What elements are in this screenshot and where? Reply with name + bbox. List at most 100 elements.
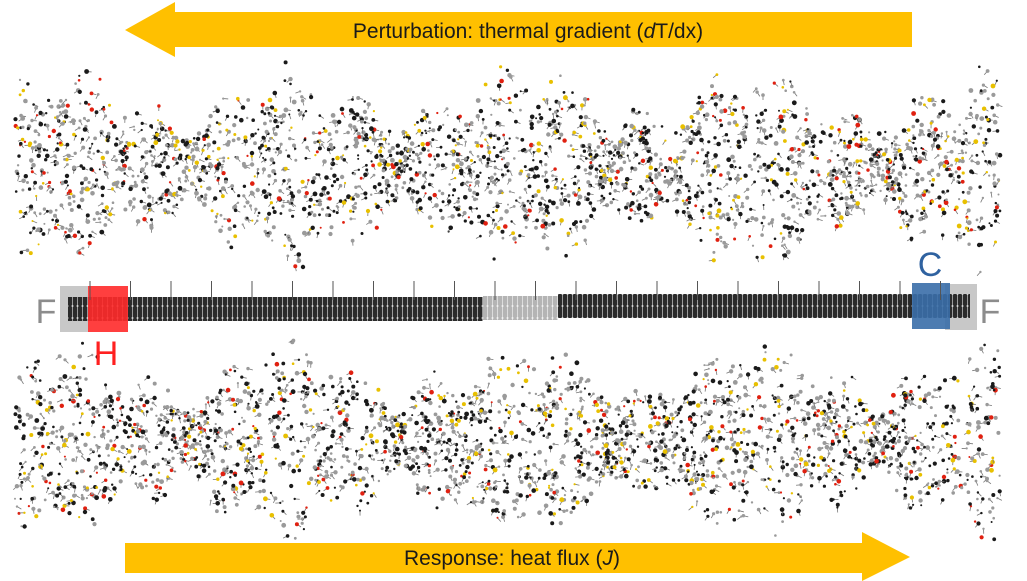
atom — [845, 211, 850, 216]
atom — [127, 166, 132, 171]
atom — [206, 186, 210, 191]
atom — [696, 130, 701, 135]
atom — [169, 130, 174, 135]
atom — [581, 224, 587, 230]
atom — [688, 222, 692, 226]
atom — [54, 218, 60, 223]
atom — [641, 131, 645, 135]
atom — [777, 124, 782, 129]
atom — [144, 175, 149, 180]
atom — [849, 186, 853, 190]
atom — [559, 218, 564, 223]
atom — [805, 107, 808, 110]
atom — [394, 183, 399, 188]
atom — [543, 203, 546, 206]
atom — [168, 181, 172, 184]
atom — [782, 360, 786, 365]
atom — [495, 154, 500, 159]
atom — [454, 128, 458, 132]
atom — [409, 141, 415, 146]
atom — [490, 113, 493, 116]
atom — [95, 178, 99, 182]
atom — [438, 189, 441, 193]
atom — [781, 403, 784, 406]
atom — [717, 430, 721, 434]
atom — [368, 454, 372, 458]
atom — [830, 186, 835, 191]
atom — [773, 141, 779, 146]
atom — [42, 207, 47, 211]
atom — [916, 445, 920, 450]
atom — [233, 208, 238, 213]
atom — [26, 366, 29, 369]
atom — [960, 159, 965, 164]
atom — [315, 173, 319, 176]
atom — [855, 122, 861, 128]
atom — [196, 131, 202, 136]
atom — [781, 213, 786, 218]
atom — [122, 133, 125, 136]
atom — [778, 114, 784, 120]
atom — [704, 112, 710, 117]
atom — [499, 78, 504, 84]
atom — [232, 224, 237, 228]
atom — [62, 374, 68, 379]
atom — [920, 504, 923, 507]
atom — [919, 431, 922, 434]
atom — [279, 142, 283, 146]
atom — [206, 128, 210, 132]
atom — [817, 193, 820, 196]
atom — [471, 496, 474, 500]
atom — [372, 173, 376, 177]
atom — [226, 240, 230, 244]
atom — [855, 159, 860, 164]
atom — [18, 419, 22, 424]
atom — [202, 202, 207, 207]
atom — [257, 211, 261, 215]
atom — [580, 103, 585, 108]
atom — [260, 152, 263, 155]
atom — [405, 163, 409, 168]
atom — [276, 196, 282, 202]
atom — [583, 121, 587, 125]
atom — [720, 240, 723, 243]
atom — [200, 185, 203, 188]
atom — [722, 138, 727, 143]
atom — [644, 395, 647, 398]
atom — [546, 97, 549, 101]
atom — [839, 172, 843, 176]
atom — [327, 213, 332, 217]
atom — [885, 158, 890, 162]
atom — [541, 175, 544, 178]
atom — [98, 77, 102, 81]
atom — [513, 93, 519, 98]
atom — [158, 196, 163, 201]
atom — [368, 219, 373, 224]
atom — [46, 149, 49, 152]
atom — [615, 181, 620, 186]
atom — [893, 147, 897, 151]
atom — [624, 205, 629, 210]
atom — [607, 422, 610, 425]
atom — [374, 202, 378, 206]
atom — [715, 232, 719, 236]
atom — [732, 120, 738, 125]
atom — [447, 437, 452, 443]
atom — [87, 103, 91, 106]
atom — [189, 465, 192, 468]
atom — [277, 149, 283, 155]
atom — [363, 144, 367, 148]
atom — [492, 146, 496, 149]
atom — [730, 207, 734, 211]
atom — [417, 197, 423, 203]
atom — [926, 170, 932, 176]
atom — [566, 234, 570, 237]
atom — [609, 181, 614, 186]
atom — [356, 96, 361, 100]
atom — [990, 191, 993, 194]
atom — [624, 456, 627, 460]
atom — [31, 506, 36, 511]
atom — [892, 163, 895, 166]
atom — [988, 222, 991, 225]
